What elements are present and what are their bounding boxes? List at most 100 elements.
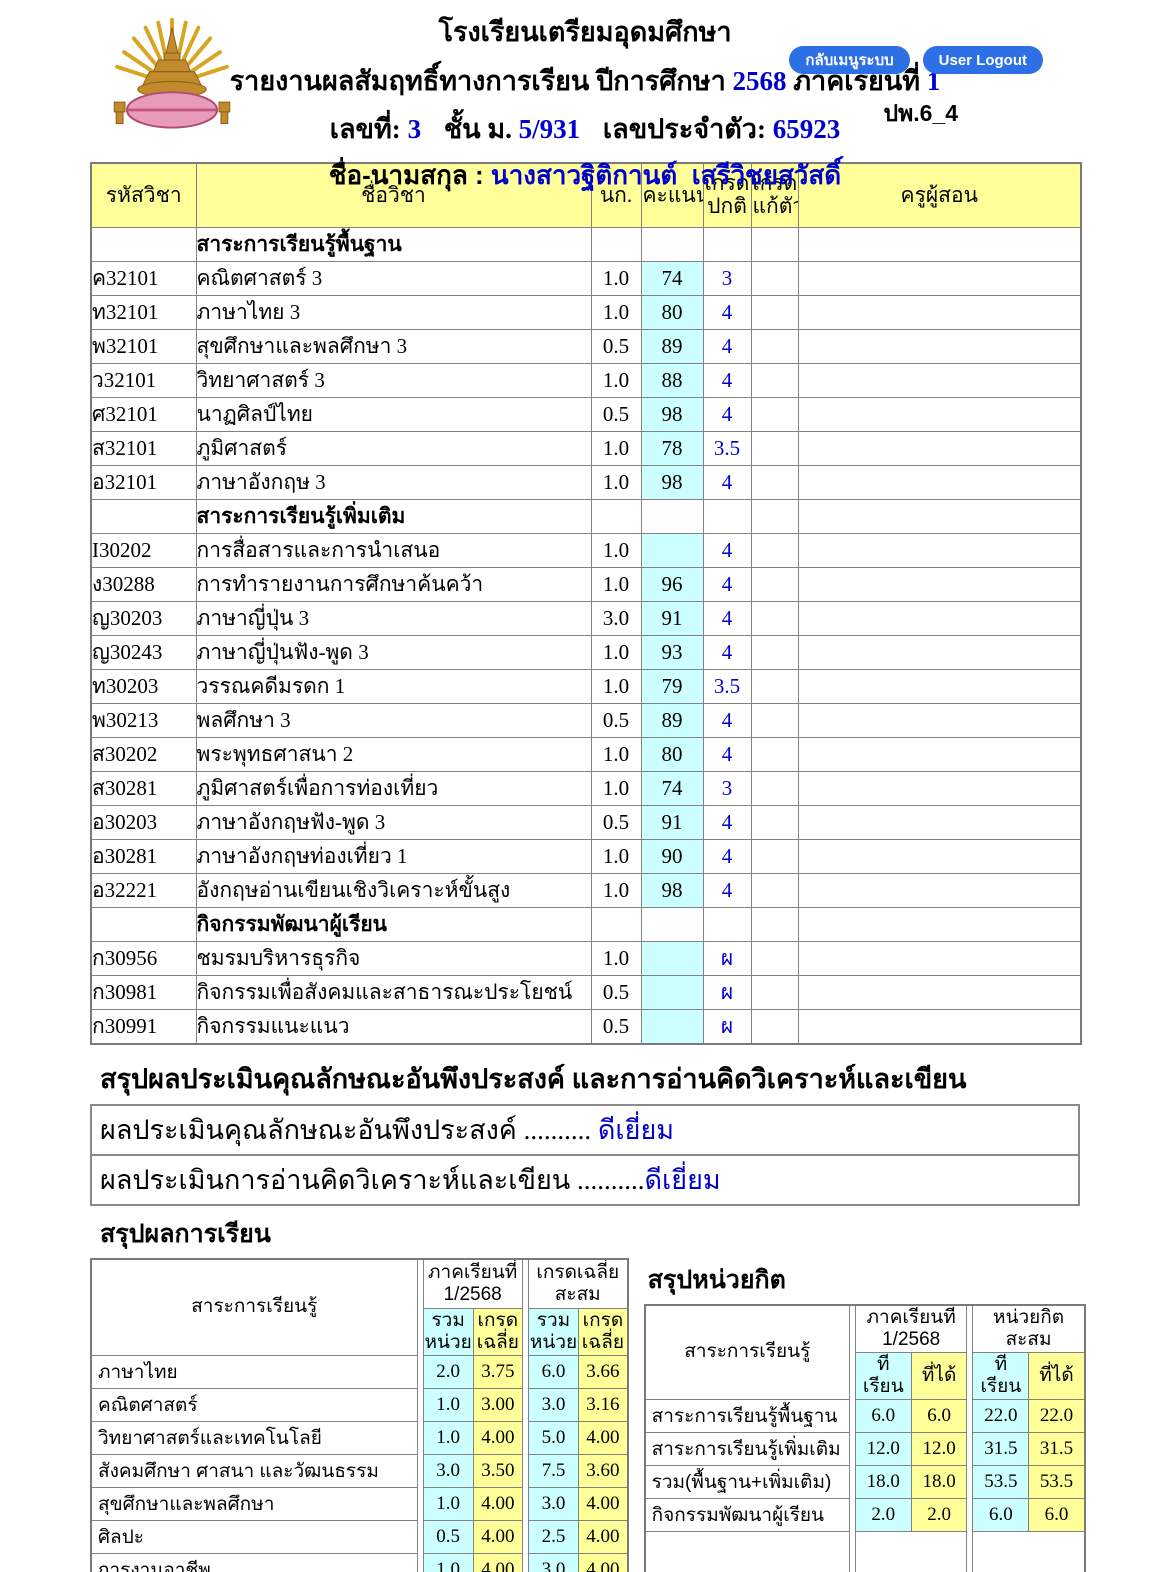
- cell-grade-retake: [750, 838, 799, 874]
- cell-credit: 1.0: [590, 770, 642, 806]
- cell-score: 89: [640, 702, 704, 738]
- cell-credit: [590, 906, 642, 942]
- summary-units-term: 1.0: [422, 1387, 474, 1422]
- cell-credit: 0.5: [590, 702, 642, 738]
- evaluation-label: ผลประเมินการอ่านคิดวิเคราะห์และเขียน ...…: [100, 1164, 645, 1195]
- cell-credit: 1.0: [590, 838, 642, 874]
- header-lines: โรงเรียนเตรียมอุดมศึกษา รายงานผลสัมฤทธิ์…: [0, 0, 1170, 196]
- cell-credit: 1.0: [590, 464, 642, 500]
- cell-credit: 0.5: [590, 328, 642, 364]
- cell-subject: ภูมิศาสตร์เพื่อการท่องเที่ยว: [195, 770, 592, 806]
- summary-subheader-gpa: เกรด เฉลี่ย: [578, 1308, 629, 1356]
- cell-teacher: [797, 362, 1082, 398]
- cell-teacher: [797, 872, 1082, 908]
- summary-gpa-cumulative: 3.60: [578, 1453, 629, 1488]
- cell-code: [90, 498, 197, 534]
- summary-gpa-term: 3.75: [472, 1354, 523, 1389]
- table-row: ก30956 ชมรมบริหารธุรกิจ 1.0 ผ: [90, 940, 1082, 976]
- form-code: ปพ.6_4: [883, 100, 958, 126]
- cell-credit: 0.5: [590, 396, 642, 432]
- summary-gpa-cumulative: 4.00: [578, 1420, 629, 1455]
- cell-teacher: [797, 396, 1082, 432]
- summary-subheader-gpa: เกรด เฉลี่ย: [472, 1308, 523, 1356]
- cell-score: [640, 498, 704, 534]
- grades-table: รหัสวิชา ชื่อวิชา นก. คะแนน เกรด ปกติ เก…: [90, 162, 1082, 1045]
- cell-grade-normal: 4: [702, 804, 752, 840]
- summary-row: การงานอาชีพ 1.0 4.00 3.0 4.00: [90, 1552, 629, 1572]
- cell-credit: 1.0: [590, 566, 642, 602]
- spacer: [966, 1531, 973, 1572]
- table-row: พ32101 สุขศึกษาและพลศึกษา 3 0.5 89 4: [90, 328, 1082, 364]
- credits-earned-term: 6.0: [910, 1398, 968, 1433]
- cell-credit: 1.0: [590, 634, 642, 670]
- cell-grade-retake: [750, 906, 799, 942]
- cell-subject: วิทยาศาสตร์ 3: [195, 362, 592, 398]
- cell-grade-normal: 4: [702, 464, 752, 500]
- back-menu-button[interactable]: กลับเมนูระบบ: [789, 46, 910, 74]
- cell-grade-normal: 4: [702, 294, 752, 330]
- spacer: [522, 1487, 529, 1521]
- cell-grade-retake: [750, 260, 799, 296]
- table-row: ส30281 ภูมิศาสตร์เพื่อการท่องเที่ยว 1.0 74 3: [90, 770, 1082, 806]
- summary-gpa-cumulative: 3.66: [578, 1354, 629, 1389]
- credits-earned-cumulative: 31.5: [1028, 1431, 1086, 1466]
- cell-score: 89: [640, 328, 704, 364]
- cell-teacher: [797, 566, 1082, 602]
- summary-row-label: สังคมศึกษา ศาสนา และวัฒนธรรม: [90, 1453, 418, 1488]
- cell-grade-normal: 4: [702, 634, 752, 670]
- summary-table: สาระการเรียนรู้ ภาคเรียนที่ 1/2568 เกรดเ…: [90, 1257, 629, 1572]
- logo-cushion: [113, 91, 231, 129]
- cell-subject: พลศึกษา 3: [195, 702, 592, 738]
- cell-subject: กิจกรรมแนะแนว: [195, 1008, 592, 1044]
- table-row: ง30288 การทำรายงานการศึกษาค้นคว้า 1.0 96 4: [90, 566, 1082, 602]
- credits-group-header-row: สาระการเรียนรู้ ภาคเรียนที่ 1/2568 หน่วย…: [644, 1304, 1086, 1400]
- summary-gpa-cumulative: 4.00: [578, 1552, 629, 1572]
- cell-subject: นาฏศิลป์ไทย: [195, 396, 592, 432]
- table-row: อ32221 อังกฤษอ่านเขียนเชิงวิเคราะห์ขั้นสู…: [90, 872, 1082, 908]
- cell-grade-normal: [702, 226, 752, 262]
- summary-group-term: ภาคเรียนที่ 1/2568: [422, 1258, 523, 1309]
- cell-teacher: [797, 600, 1082, 636]
- summary-units-cumulative: 3.0: [527, 1486, 580, 1521]
- cell-code: ศ32101: [90, 396, 197, 432]
- cell-grade-normal: 4: [702, 328, 752, 364]
- credits-group-term: ภาคเรียนที่ 1/2568: [854, 1304, 968, 1353]
- cell-code: [90, 906, 197, 942]
- credits-sub-header-row: ที่เรียน ที่ได้ ที่เรียน ที่ได้: [645, 1352, 1086, 1400]
- section-title: สาระการเรียนรู้เพิ่มเติม: [195, 498, 592, 534]
- table-row: I30202 การสื่อสารและการนำเสนอ 1.0 4: [90, 532, 1082, 568]
- cell-grade-normal: 4: [702, 566, 752, 602]
- cell-subject: ภาษาญี่ปุ่น 3: [195, 600, 592, 636]
- cell-grade-normal: 4: [702, 736, 752, 772]
- cell-credit: 1.0: [590, 362, 642, 398]
- credits-enrolled-cumulative: 53.5: [972, 1464, 1030, 1499]
- spacer: [966, 1399, 973, 1433]
- summary-units-term: 0.5: [422, 1519, 474, 1554]
- section-title: กิจกรรมพัฒนาผู้เรียน: [195, 906, 592, 942]
- spacer: [966, 1498, 973, 1532]
- cell-score: 93: [640, 634, 704, 670]
- user-logout-button[interactable]: User Logout: [922, 46, 1043, 74]
- col-header-credit: นก.: [590, 162, 642, 228]
- cell-code: ก30981: [90, 974, 197, 1010]
- cell-grade-retake: [750, 430, 799, 466]
- section-title: สาระการเรียนรู้พื้นฐาน: [195, 226, 592, 262]
- cell-grade-normal: 4: [702, 532, 752, 568]
- cell-credit: 1.0: [590, 532, 642, 568]
- credits-row-label: กิจกรรมพัฒนาผู้เรียน: [644, 1497, 850, 1532]
- spacer: [966, 1465, 973, 1499]
- cell-grade-retake: [750, 668, 799, 704]
- credits-enrolled-term: 6.0: [854, 1398, 912, 1433]
- cell-score: 80: [640, 736, 704, 772]
- empty-cell: [854, 1530, 968, 1572]
- cell-subject: อังกฤษอ่านเขียนเชิงวิเคราะห์ขั้นสูง: [195, 872, 592, 908]
- cell-subject: กิจกรรมเพื่อสังคมและสาธารณะประโยชน์: [195, 974, 592, 1010]
- cell-code: พ32101: [90, 328, 197, 364]
- spacer: [849, 1465, 856, 1499]
- cell-credit: 1.0: [590, 872, 642, 908]
- credits-row-header: สาระการเรียนรู้: [644, 1304, 850, 1400]
- table-row: ก30991 กิจกรรมแนะแนว 0.5 ผ: [90, 1008, 1082, 1044]
- student-id-value: 65923: [772, 114, 841, 144]
- summary-gpa-term: 3.50: [472, 1453, 523, 1488]
- cell-teacher: [797, 226, 1082, 262]
